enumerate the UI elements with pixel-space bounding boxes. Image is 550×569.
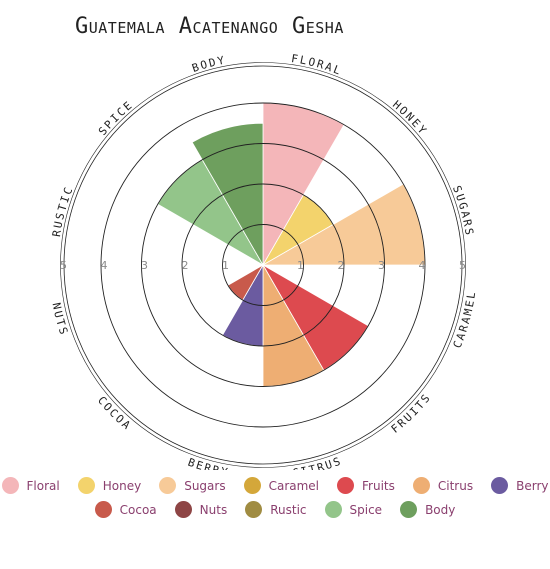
axis-label-spice: SPICE	[96, 98, 136, 138]
legend-row: Cocoa Nuts Rustic Spice Body	[0, 501, 550, 518]
grid-ring	[181, 183, 345, 347]
r-tick-label-right: 2	[338, 259, 345, 272]
axis-label-sugars: SUGARS	[450, 184, 476, 238]
legend-label: Cocoa	[119, 502, 157, 517]
legend-row: Floral Honey Sugars Caramel Fruits Citrus Berr…	[0, 477, 550, 494]
r-tick-label-right: 3	[378, 259, 385, 272]
r-tick-label-right: 1	[297, 259, 304, 272]
legend-swatch	[324, 501, 342, 518]
legend-label: Fruits	[362, 478, 395, 493]
r-tick-label-left: 2	[182, 259, 189, 272]
legend-label: Spice	[349, 502, 383, 517]
legend-item-sugars[interactable]: Sugars	[159, 477, 226, 494]
legend-label: Citrus	[437, 478, 474, 493]
r-tick-label-right: 5	[459, 259, 466, 272]
legend-swatch	[245, 501, 263, 518]
axis-label-berry: BERRY	[186, 456, 230, 470]
legend-item-floral[interactable]: Floral	[1, 477, 60, 494]
legend-item-cocoa[interactable]: Cocoa	[94, 501, 157, 518]
radial-chart: 1 12 23 34 45 5FLORALHONEYSUGARSCARAMELFRUITS…	[50, 52, 479, 470]
legend-item-body[interactable]: Body	[400, 501, 455, 518]
chart-title: Guatemala Acatenango Gesha	[75, 14, 344, 39]
legend-swatch	[412, 477, 430, 494]
legend-label: Berry	[516, 478, 549, 493]
legend-label: Caramel	[268, 478, 320, 493]
legend-item-honey[interactable]: Honey	[77, 477, 142, 494]
legend-swatch	[491, 477, 509, 494]
legend-label: Sugars	[184, 478, 226, 493]
axis-label-nuts: NUTS	[50, 302, 71, 338]
r-tick-label-left: 5	[60, 259, 67, 272]
legend-label: Floral	[26, 478, 60, 493]
outer-ring	[63, 65, 463, 465]
grid-ring	[100, 102, 426, 428]
axis-label-cocoa: COCOA	[95, 394, 134, 433]
r-tick-label-left: 3	[141, 259, 148, 272]
legend-swatch	[243, 477, 261, 494]
r-tick-label-right: 4	[419, 259, 426, 272]
legend-label: Rustic	[270, 502, 307, 517]
legend-swatch	[1, 477, 19, 494]
axis-label-honey: HONEY	[390, 98, 430, 138]
legend-label: Honey	[102, 478, 142, 493]
grid-ring	[60, 62, 466, 468]
legend-item-nuts[interactable]: Nuts	[174, 501, 228, 518]
legend-swatch	[400, 501, 418, 518]
legend-label: Nuts	[199, 502, 228, 517]
r-tick-label-left: 4	[101, 259, 108, 272]
legend-label: Body	[425, 502, 456, 517]
legend-swatch	[159, 477, 177, 494]
legend-item-rustic[interactable]: Rustic	[245, 501, 307, 518]
legend-swatch	[77, 477, 95, 494]
grid-ring	[141, 143, 385, 387]
legend-item-citrus[interactable]: Citrus	[412, 477, 474, 494]
axis-label-rustic: RUSTIC	[50, 184, 76, 238]
r-tick-label-left: 1	[222, 259, 229, 272]
legend-item-berry[interactable]: Berry	[491, 477, 548, 494]
legend-swatch	[94, 501, 112, 518]
axis-label-caramel: CARAMEL	[451, 289, 479, 350]
legend-swatch	[337, 477, 355, 494]
legend-item-fruits[interactable]: Fruits	[337, 477, 395, 494]
wedge-body[interactable]	[191, 122, 264, 267]
legend-swatch	[174, 501, 192, 518]
axis-label-body: BODY	[190, 53, 227, 75]
legend-item-caramel[interactable]: Caramel	[243, 477, 320, 494]
legend-item-spice[interactable]: Spice	[324, 501, 383, 518]
axis-label-floral: FLORAL	[290, 52, 344, 78]
grid-ring	[222, 224, 304, 306]
